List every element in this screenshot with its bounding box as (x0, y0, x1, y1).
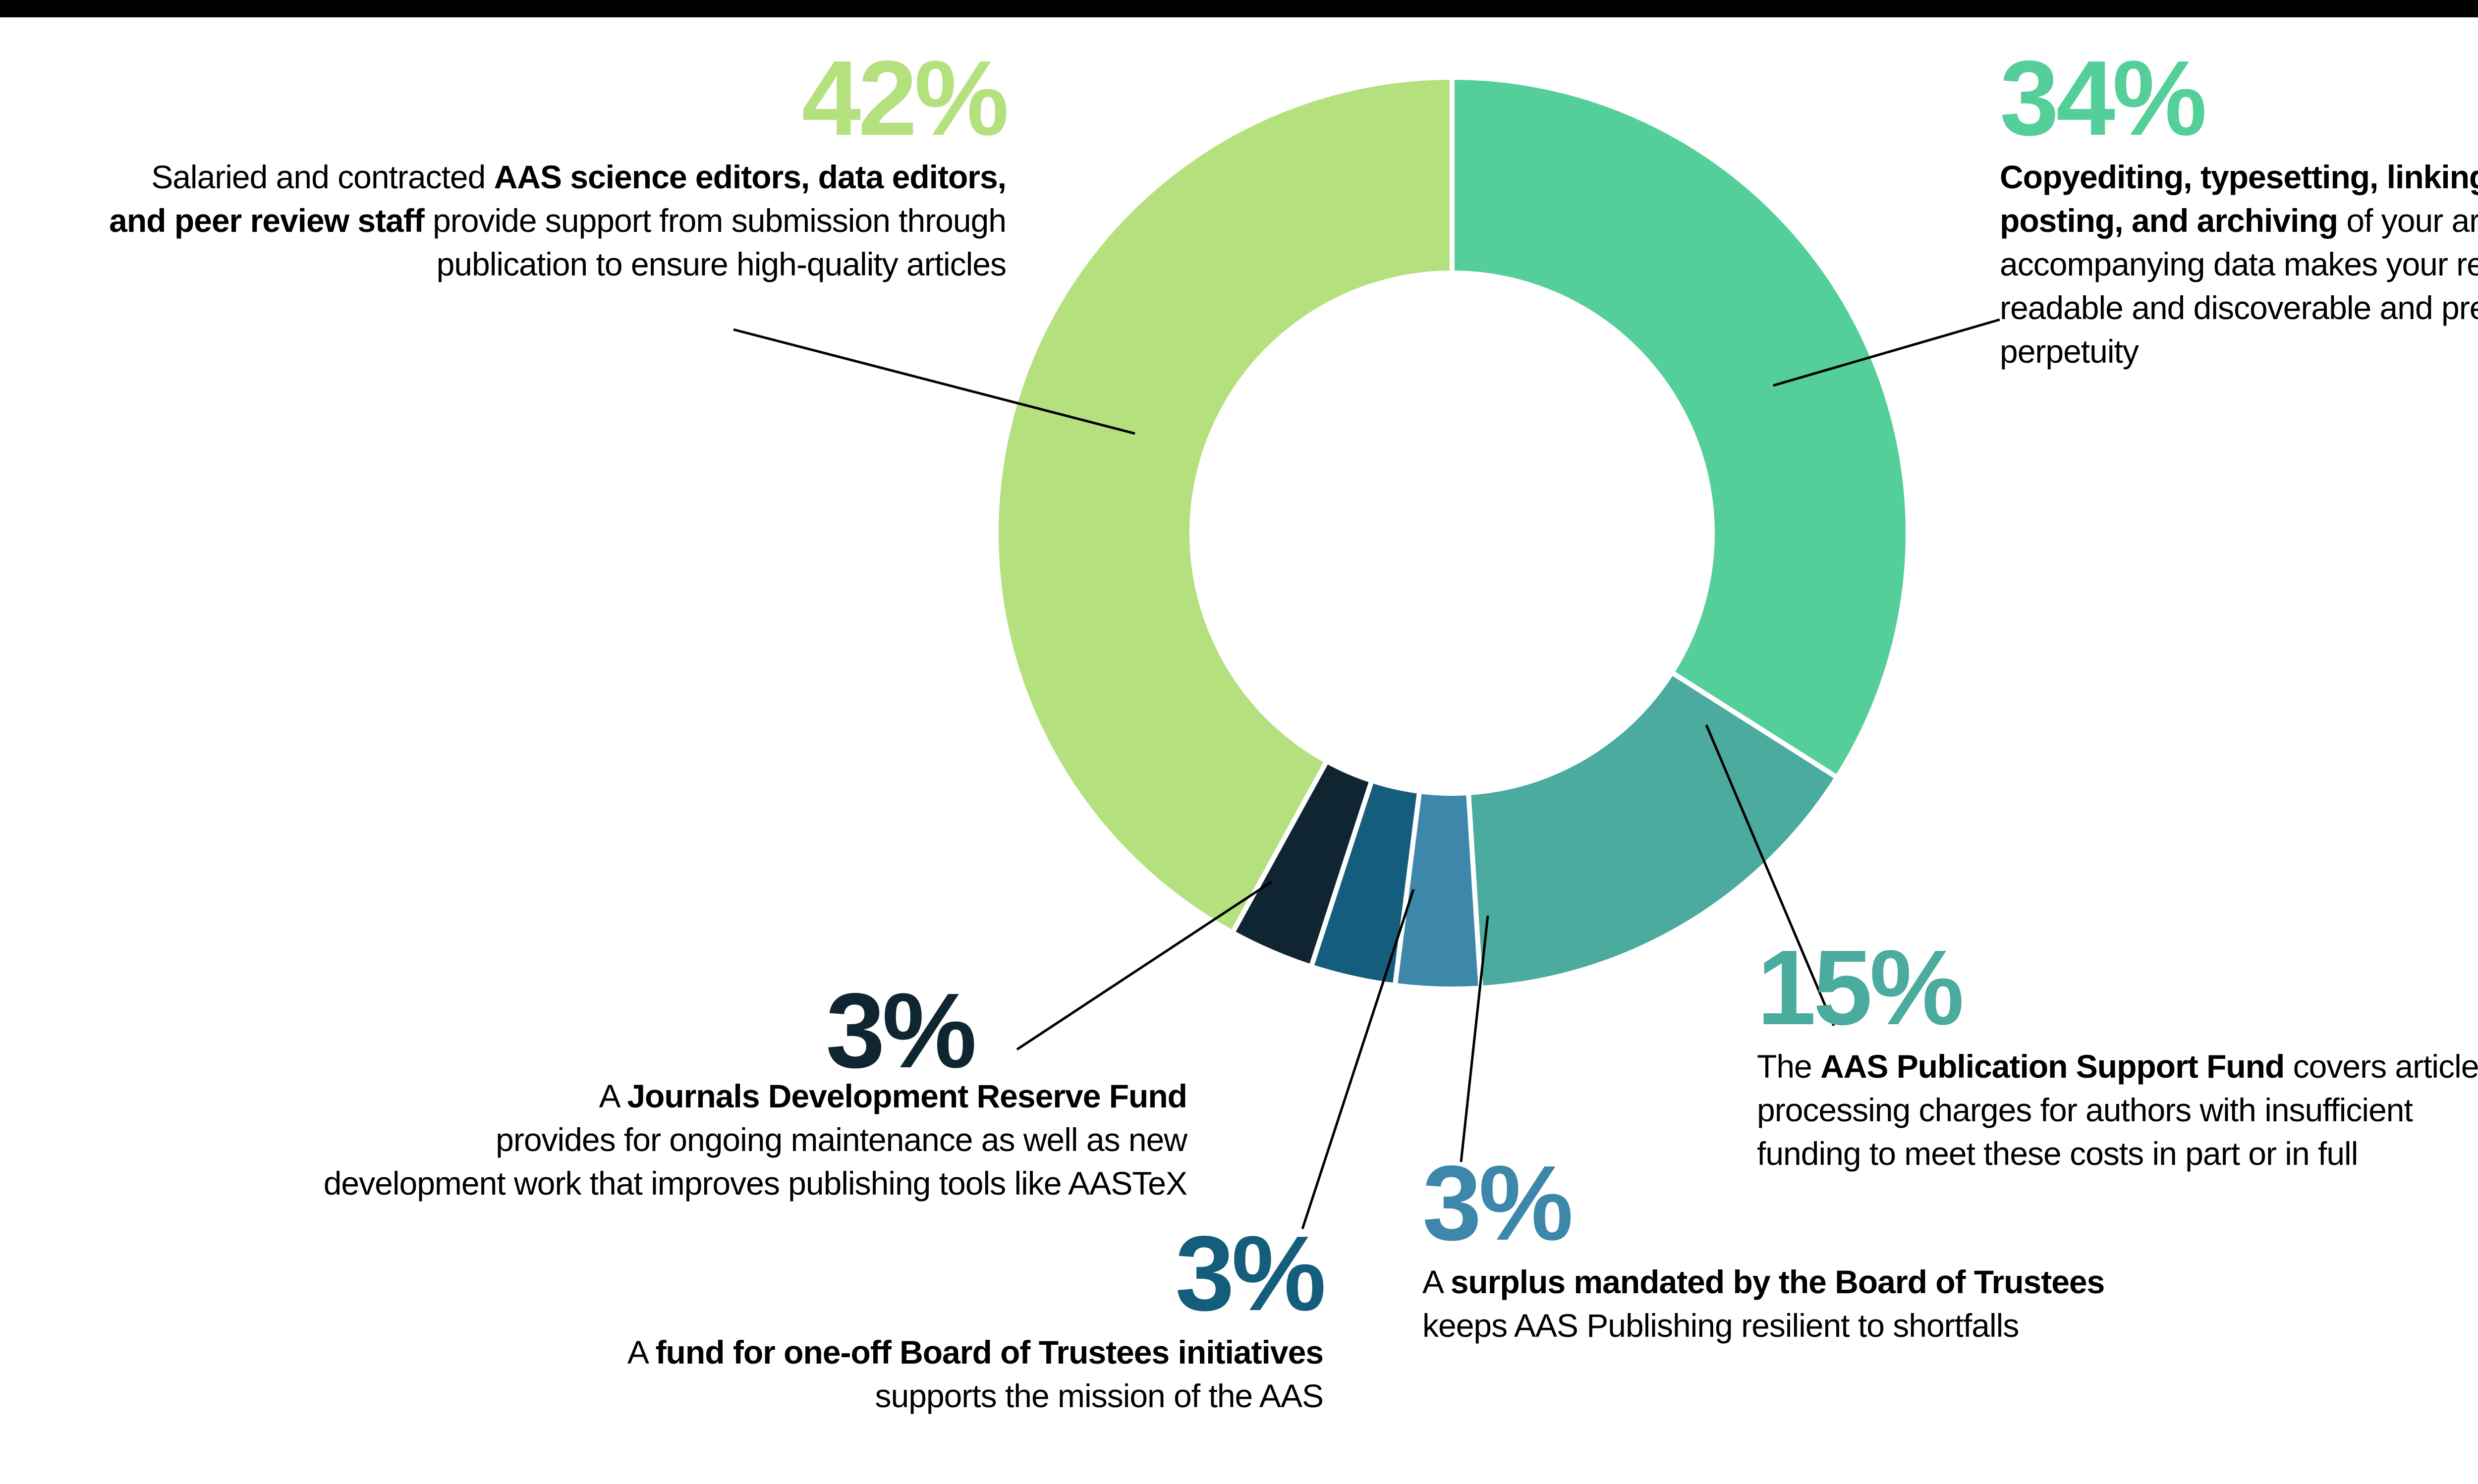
donut-slice-34-0 (1450, 74, 1911, 781)
percent-value-3-surplus: 3% (1422, 1143, 1574, 1263)
percent-value-42: 42% (801, 38, 1009, 158)
label-15-text: The AAS Publication Support Fund covers … (1757, 1048, 2478, 1172)
leader-line-4 (1301, 889, 1415, 1229)
leader-line-5 (1016, 880, 1272, 1051)
top-black-bar (0, 0, 2478, 17)
leader-line-0 (733, 328, 1135, 435)
donut-slice-42-5 (994, 74, 1455, 936)
label-42-text: Salaried and contracted AAS science edit… (109, 159, 1007, 282)
label-15-support-fund: 15% The AAS Publication Support Fund cov… (1757, 934, 2478, 1175)
label-34-text: Copyediting, typesetting, linking and ta… (2000, 159, 2478, 370)
donut-slice-15-1 (1465, 669, 1841, 991)
leader-line-3 (1460, 915, 1489, 1162)
label-3-surplus: 3% A surplus mandated by the Board of Tr… (1422, 1143, 2105, 1347)
percent-value-3-oneoff: 3% (1175, 1213, 1326, 1333)
leader-line-1 (1773, 318, 2000, 387)
leader-line-2 (1705, 724, 1835, 1026)
label-42-editors: 42% Salaried and contracted AAS science … (109, 38, 1009, 286)
label-3-surplus-text: A surplus mandated by the Board of Trust… (1422, 1264, 2105, 1344)
percent-value-15: 15% (1757, 928, 1964, 1047)
percent-value-34: 34% (2000, 38, 2207, 158)
label-3-oneoff: 3% A fund for one-off Board of Trustees … (627, 1213, 1326, 1418)
label-3-reserve-text: A Journals Development Reserve Fund provi… (323, 1078, 1187, 1202)
label-34-copyediting: 34% Copyediting, typesetting, linking an… (2000, 45, 2478, 373)
label-3-oneoff-text: A fund for one-off Board of Trustees ini… (627, 1334, 1324, 1414)
percent-value-3-reserve: 3% (826, 971, 977, 1090)
label-3-reserve-fund: 3% A Journals Development Reserve Fund pr… (323, 971, 1187, 1205)
